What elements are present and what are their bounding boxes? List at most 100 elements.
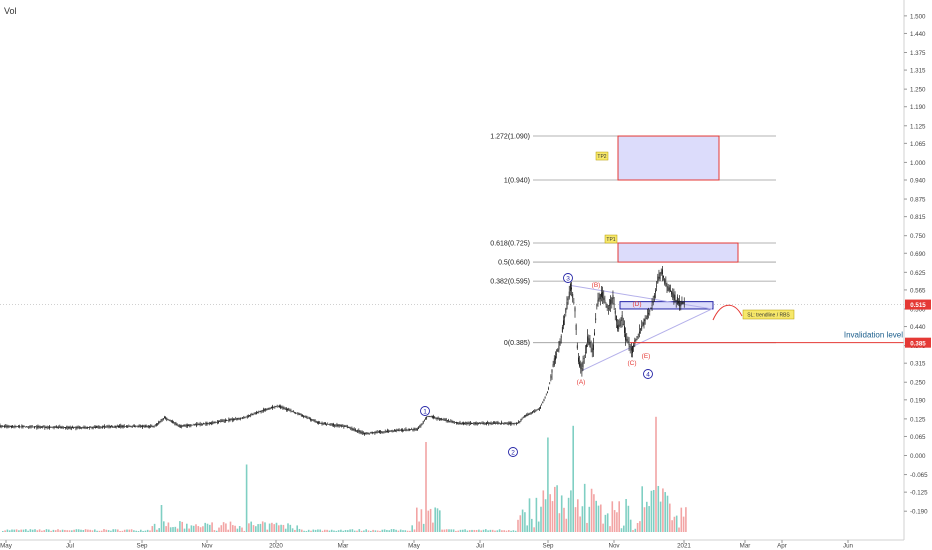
volume-bar	[625, 499, 627, 532]
volume-bar	[133, 530, 135, 532]
wave-label: (D)	[632, 301, 641, 308]
y-tick-label: 1.065	[910, 141, 926, 148]
volume-bar	[80, 529, 82, 532]
volume-bar	[261, 521, 264, 532]
x-axis[interactable]: May Jul Sep Nov 2020 Mar May Jul Sep Nov 2021 Mar Ap…	[0, 539, 904, 550]
y-tick-label: 0.750	[910, 233, 926, 240]
volume-bar	[436, 508, 439, 532]
candle-body	[661, 269, 663, 275]
candle-body	[498, 422, 500, 424]
volume-bar	[528, 498, 531, 532]
candle-body	[333, 423, 334, 426]
volume-bar	[393, 529, 395, 532]
candle-body	[556, 353, 558, 355]
candle-body	[483, 422, 485, 424]
volume-bar	[448, 529, 450, 532]
volume-bar	[271, 522, 273, 532]
volume-bar	[266, 529, 269, 532]
upper-trendline	[570, 285, 713, 310]
candle-body	[214, 421, 216, 423]
volume-bar	[163, 521, 165, 532]
volume-bar	[620, 528, 623, 532]
volume-bar	[434, 507, 436, 532]
candle-body	[208, 422, 210, 424]
wave-label: 4	[646, 371, 650, 378]
candle-body	[316, 421, 318, 423]
volume-bar	[149, 530, 151, 532]
candle-body	[131, 426, 133, 427]
volume-bar	[388, 530, 390, 532]
candle-body	[559, 340, 561, 346]
candle-body	[377, 432, 379, 433]
candle-body	[365, 432, 367, 435]
candle-body	[605, 303, 607, 305]
candle-body	[84, 427, 86, 428]
candle-body	[178, 425, 180, 427]
candle-body	[571, 287, 572, 290]
candle-body	[292, 410, 294, 413]
candle-body	[606, 305, 608, 308]
candle-body	[428, 416, 430, 417]
volume-bar	[503, 530, 505, 532]
candle-body	[126, 426, 127, 427]
volume-bar	[464, 529, 466, 532]
invalidation-price-tag	[905, 337, 931, 348]
y-axis[interactable]: 1.500 1.440 1.375 1.315 1.250 1.190 1.125 1.065…	[903, 0, 931, 540]
volume-bar	[213, 530, 216, 532]
candle-body	[565, 308, 567, 313]
candle-body	[563, 320, 564, 326]
volume-bar	[4, 530, 6, 532]
candle-body	[61, 426, 63, 429]
volume-bar	[275, 522, 278, 532]
candle-body	[612, 295, 614, 299]
volume-bar	[36, 530, 39, 532]
candle-body	[257, 412, 259, 414]
volume-bar	[613, 510, 616, 532]
candle-body	[569, 283, 571, 291]
volume-bar	[662, 488, 664, 532]
candle-body	[231, 418, 233, 421]
candle-body	[385, 431, 387, 432]
volume-bar	[234, 525, 236, 532]
volume-bar	[278, 525, 280, 532]
volume-bar	[356, 530, 358, 532]
candle-body	[381, 431, 383, 433]
candle-body	[175, 423, 177, 425]
volume-bar	[94, 529, 96, 532]
candle-body	[486, 422, 487, 425]
candle-body	[189, 424, 191, 427]
volume-bar	[289, 524, 292, 532]
volume-bar	[294, 529, 296, 532]
y-tick-label: 1.440	[910, 31, 926, 38]
candle-body	[522, 417, 524, 419]
candle-body	[541, 404, 543, 406]
candle-body	[143, 426, 145, 427]
candle-body	[273, 406, 275, 408]
volume-bar	[167, 522, 170, 532]
candle-body	[293, 412, 295, 413]
candle-body	[299, 413, 301, 416]
volume-bar	[593, 494, 595, 532]
candle-body	[657, 276, 659, 284]
wave-circle	[643, 369, 653, 379]
volume-bar	[441, 529, 443, 532]
candle-body	[407, 429, 409, 431]
candle-body	[618, 324, 620, 330]
candle-body	[325, 423, 326, 425]
candle-body	[315, 421, 317, 422]
candle-body	[635, 339, 637, 341]
price-series	[0, 266, 685, 436]
candle-body	[602, 291, 604, 299]
candle-body	[349, 427, 351, 429]
target-zones[interactable]: TP2 TP1 SL: trendline / RBS	[595, 135, 795, 321]
volume-bar	[43, 530, 45, 532]
volume-bar	[533, 527, 535, 532]
volume-bar	[577, 499, 579, 532]
volume-bar	[176, 528, 179, 532]
volume-bar	[643, 507, 646, 532]
candle-body	[415, 429, 417, 430]
candle-body	[249, 415, 250, 417]
volume-bar	[321, 530, 324, 532]
candle-body	[641, 325, 643, 330]
